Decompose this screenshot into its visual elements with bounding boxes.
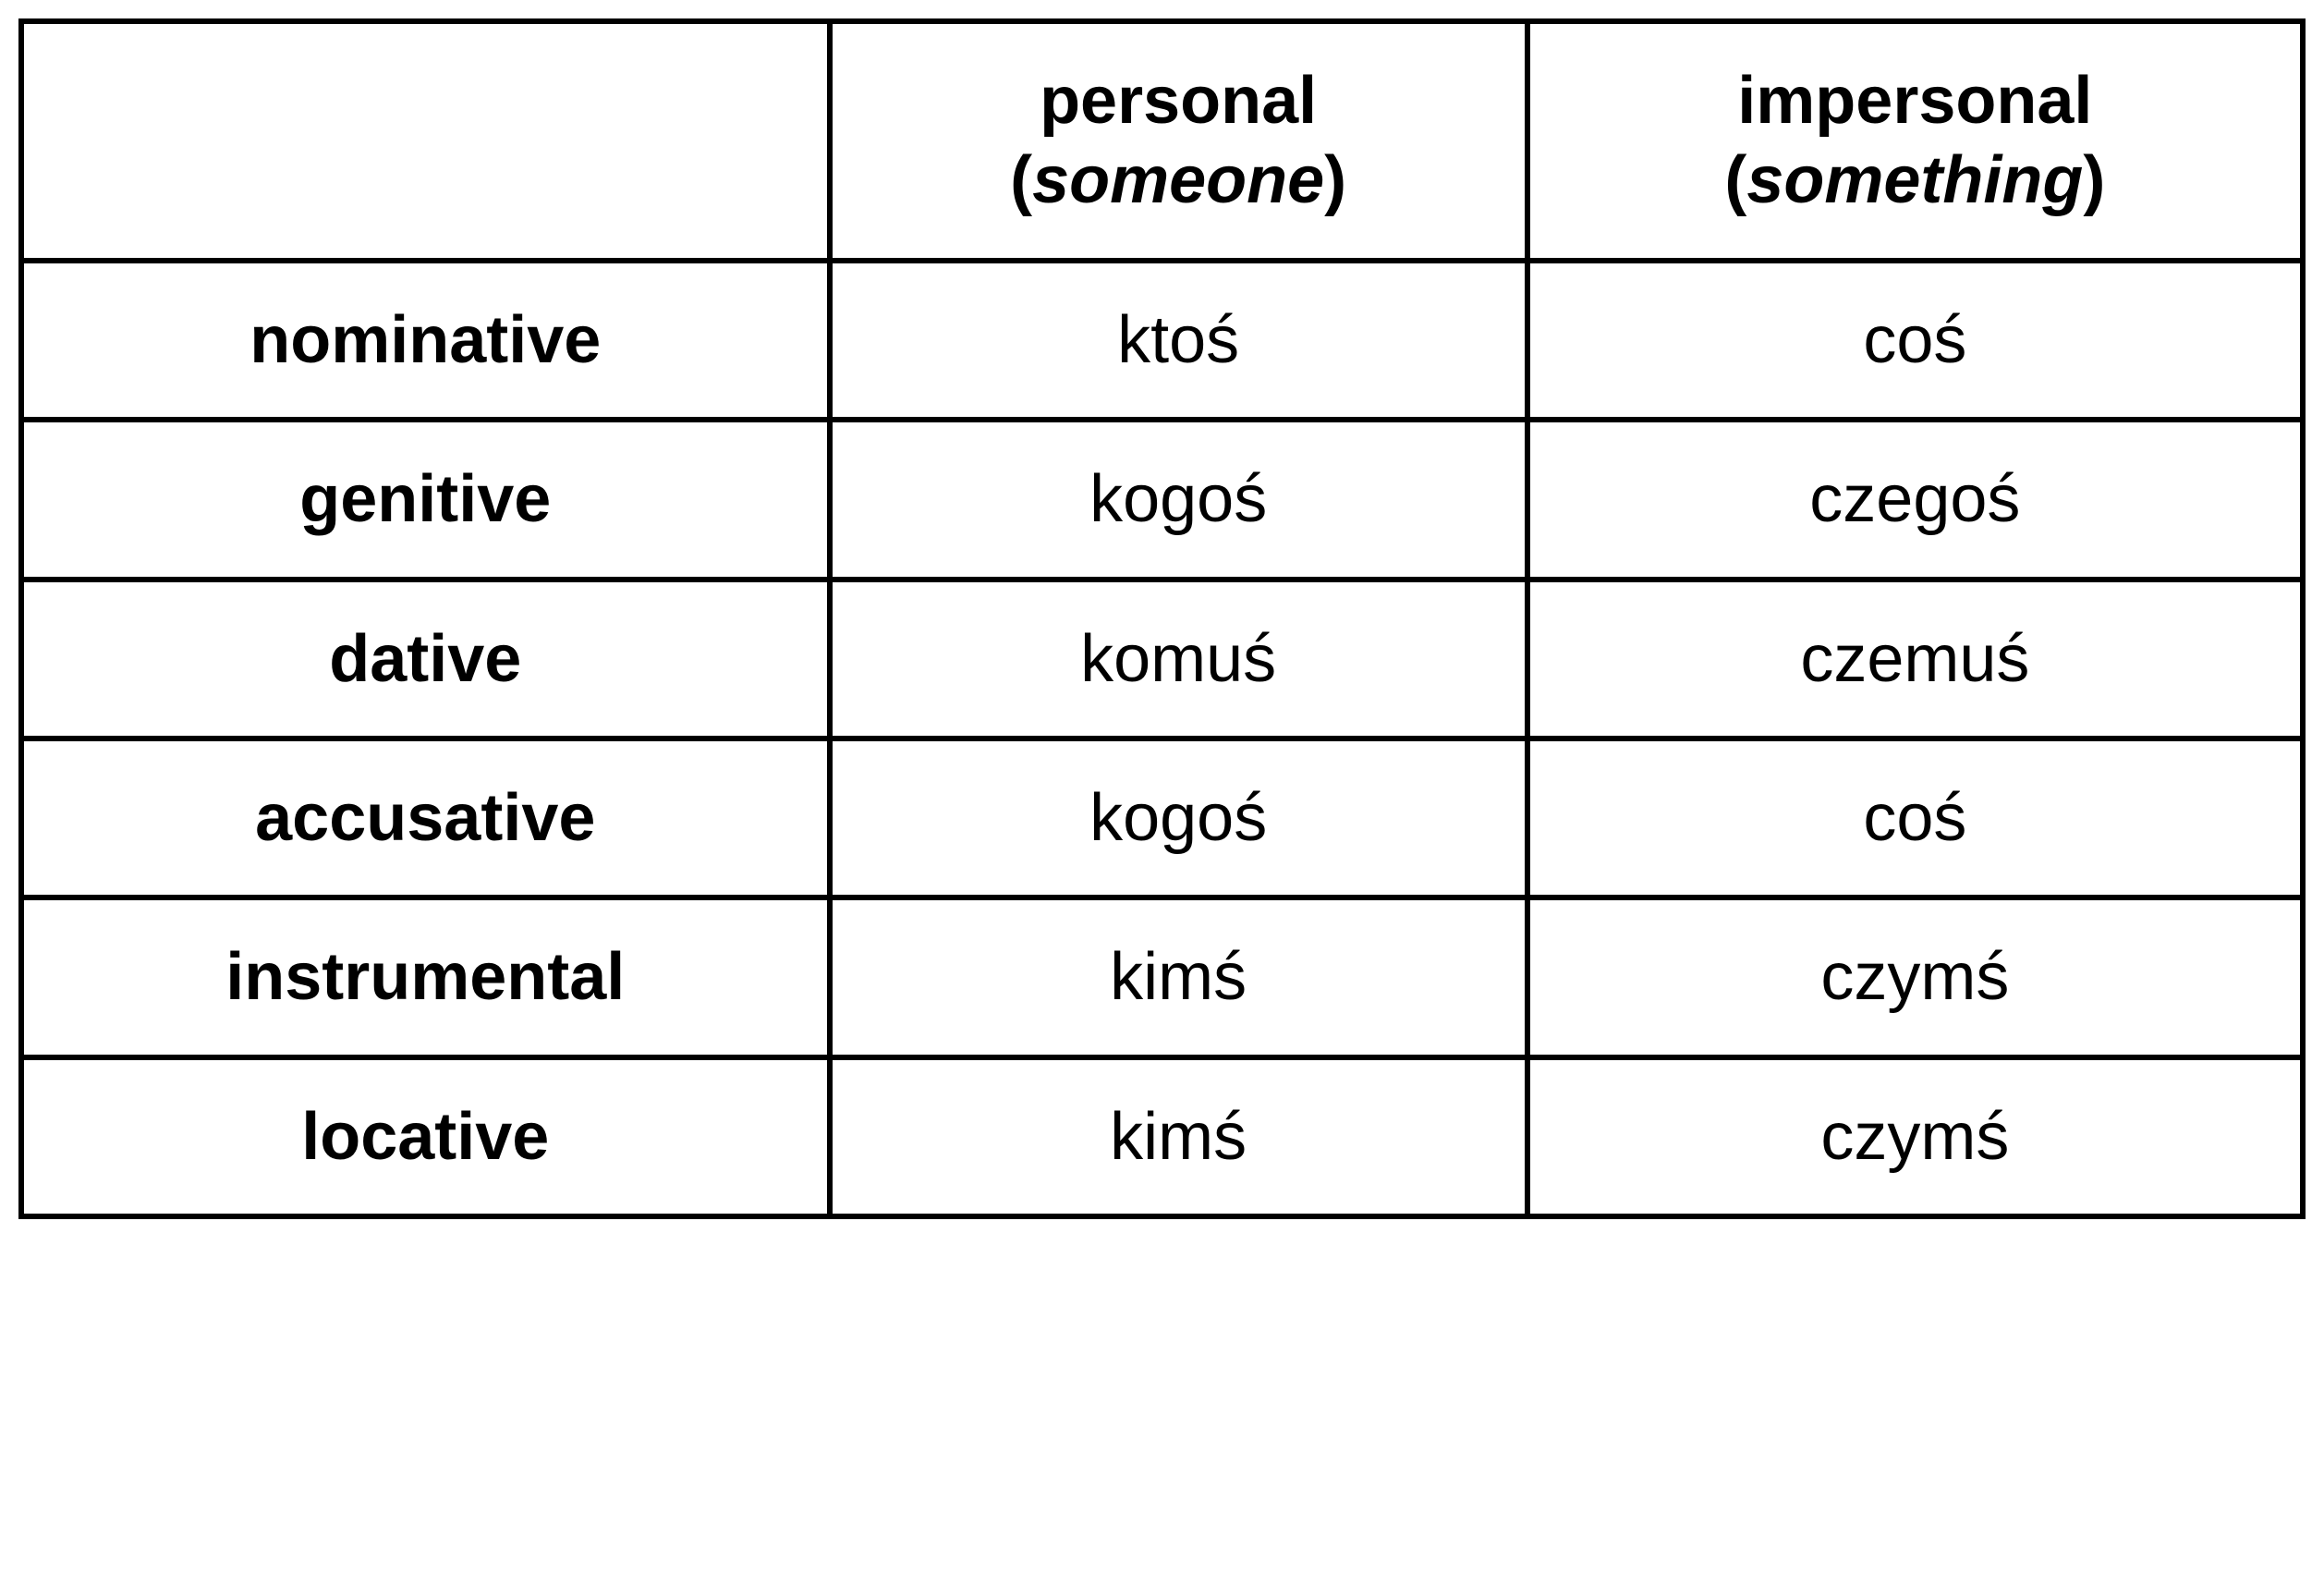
table-row: nominative ktoś coś: [21, 261, 2303, 420]
table-row: instrumental kimś czymś: [21, 897, 2303, 1056]
header-impersonal-main: impersonal: [1737, 64, 2092, 138]
header-impersonal-sub: something: [1746, 143, 2083, 217]
row-header-nominative: nominative: [21, 261, 830, 420]
header-personal: personal (someone): [830, 21, 1527, 261]
table-header-row: personal (someone) impersonal (something…: [21, 21, 2303, 261]
header-personal-sub-wrap: (someone): [1010, 143, 1346, 217]
table-row: locative kimś czymś: [21, 1057, 2303, 1216]
cell-locative-impersonal: czymś: [1527, 1057, 2303, 1216]
table-row: dative komuś czemuś: [21, 580, 2303, 739]
cell-instrumental-impersonal: czymś: [1527, 897, 2303, 1056]
declension-table: personal (someone) impersonal (something…: [18, 18, 2306, 1219]
table-row: genitive kogoś czegoś: [21, 420, 2303, 579]
header-personal-main: personal: [1040, 64, 1317, 138]
cell-nominative-impersonal: coś: [1527, 261, 2303, 420]
header-impersonal-sub-wrap: (something): [1724, 143, 2105, 217]
header-impersonal: impersonal (something): [1527, 21, 2303, 261]
table-row: accusative kogoś coś: [21, 739, 2303, 897]
row-header-dative: dative: [21, 580, 830, 739]
row-header-locative: locative: [21, 1057, 830, 1216]
cell-dative-personal: komuś: [830, 580, 1527, 739]
cell-locative-personal: kimś: [830, 1057, 1527, 1216]
row-header-accusative: accusative: [21, 739, 830, 897]
cell-accusative-impersonal: coś: [1527, 739, 2303, 897]
cell-instrumental-personal: kimś: [830, 897, 1527, 1056]
cell-genitive-impersonal: czegoś: [1527, 420, 2303, 579]
header-empty: [21, 21, 830, 261]
cell-accusative-personal: kogoś: [830, 739, 1527, 897]
header-personal-sub: someone: [1032, 143, 1324, 217]
cell-dative-impersonal: czemuś: [1527, 580, 2303, 739]
cell-nominative-personal: ktoś: [830, 261, 1527, 420]
cell-genitive-personal: kogoś: [830, 420, 1527, 579]
row-header-genitive: genitive: [21, 420, 830, 579]
row-header-instrumental: instrumental: [21, 897, 830, 1056]
